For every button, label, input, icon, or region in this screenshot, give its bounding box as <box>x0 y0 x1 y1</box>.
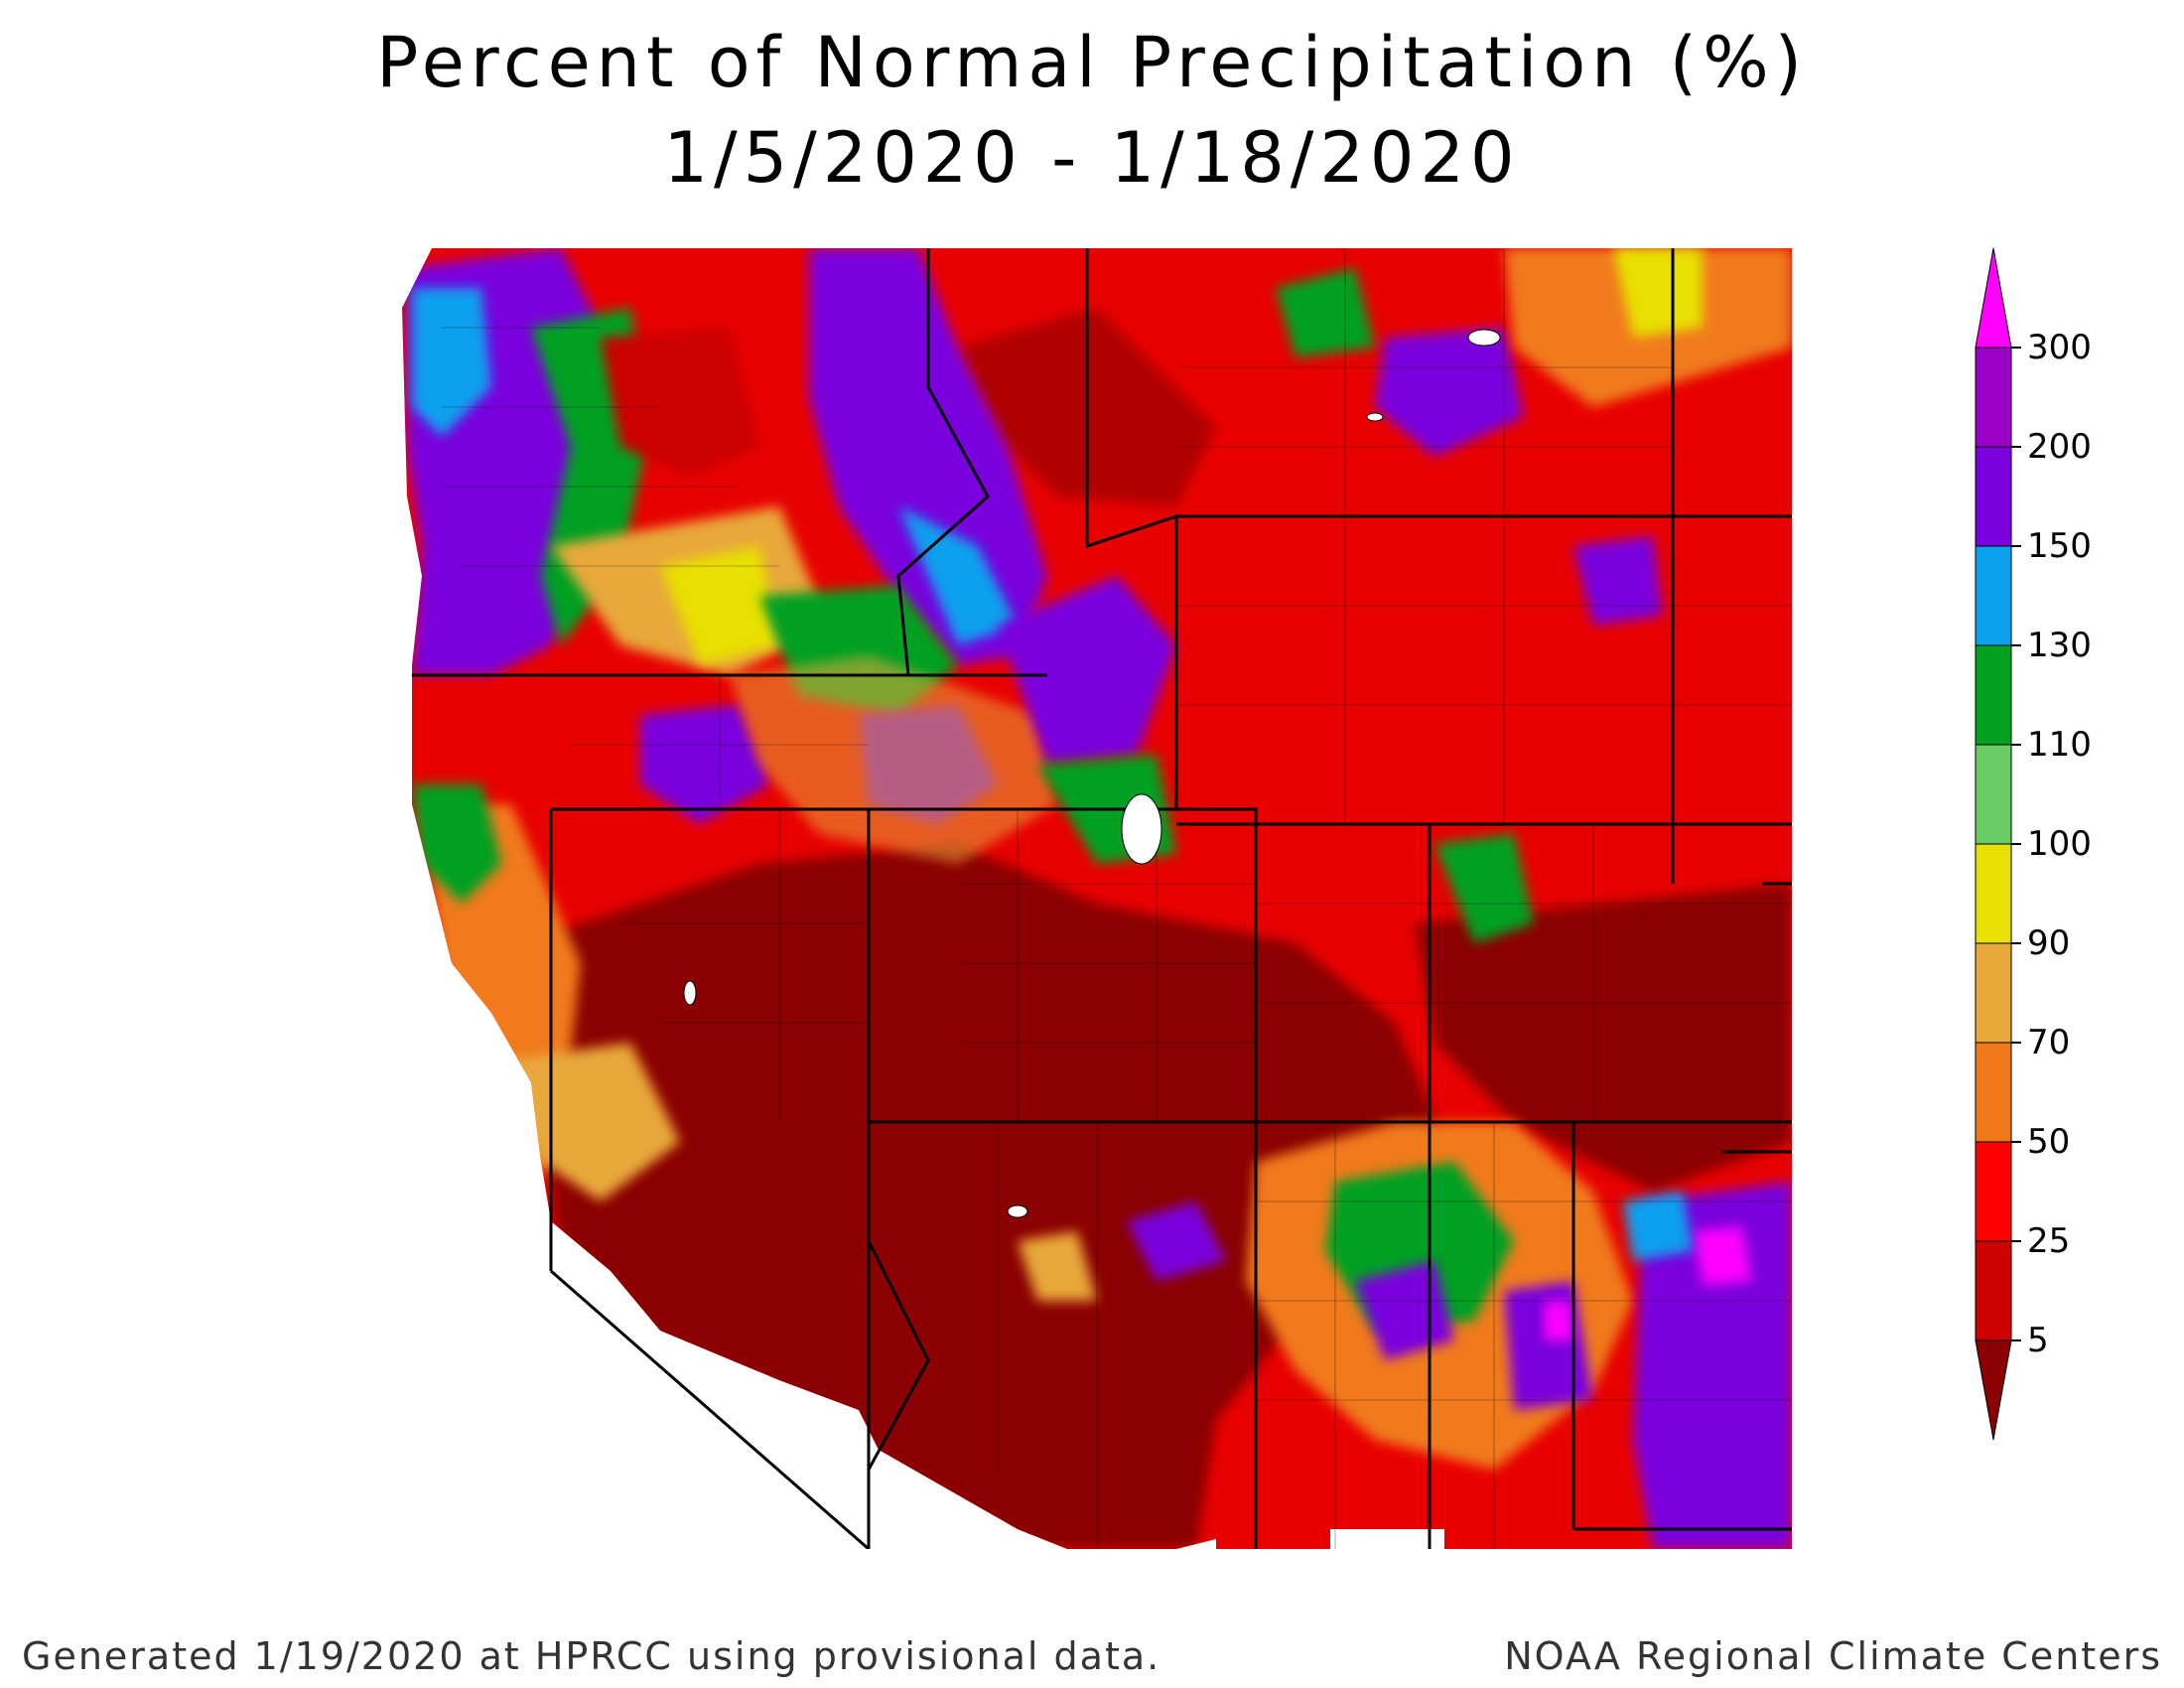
legend-tick-label: 70 <box>2027 1023 2071 1062</box>
zone-purple-w-wyoming <box>998 576 1176 765</box>
zone-green-colorado <box>1434 834 1534 943</box>
lake-montana <box>1366 412 1384 422</box>
zone-orange-central-ca <box>491 1043 680 1201</box>
legend-bin <box>1975 1141 2012 1242</box>
lakes <box>683 329 1501 1218</box>
zone-purple-sd <box>1573 536 1663 626</box>
map-title: Percent of Normal Precipitation (%) <box>376 22 1808 103</box>
legend-bottom-arrow <box>1975 1339 2012 1441</box>
lake-tahoe <box>683 980 697 1006</box>
zone-blue-texas <box>1623 1192 1693 1261</box>
lake-mead <box>1007 1204 1028 1218</box>
legend-tick-label: 300 <box>2027 328 2092 367</box>
legend-tick-label: 90 <box>2027 923 2071 963</box>
precipitation-map <box>402 248 1792 1549</box>
legend-tick-label: 110 <box>2027 725 2092 765</box>
zone-purple-nm-east <box>1504 1281 1593 1410</box>
legend-bin <box>1975 545 2012 646</box>
source-credit: NOAA Regional Climate Centers <box>1504 1634 2162 1678</box>
zone-very-dry-colorado <box>1415 884 1792 1192</box>
zone-purple-idaho <box>809 248 1047 665</box>
legend-tick-label: 25 <box>2027 1221 2071 1261</box>
county-boundaries <box>442 248 1792 1549</box>
legend-bin <box>1975 744 2012 845</box>
map-date-range: 1/5/2020 - 1/18/2020 <box>663 117 1521 199</box>
legend-bin <box>1975 942 2012 1044</box>
zone-orange-n-nevada <box>730 655 1057 864</box>
zone-yellow-e-oregon <box>660 546 779 665</box>
zone-purple-ne-montana <box>1375 328 1524 457</box>
zone-purple-texas <box>1633 1182 1792 1549</box>
precipitation-map-graphic <box>402 248 1792 1549</box>
zone-blue-wa-coast <box>412 288 491 437</box>
state-boundaries <box>412 248 1792 1549</box>
legend-tick-label: 150 <box>2027 526 2092 566</box>
color-legend: 300 200 150 130 110 100 90 70 50 25 5 <box>1956 243 2154 1465</box>
legend-bin <box>1975 1042 2012 1143</box>
zone-green-n-montana <box>1276 268 1375 357</box>
legend-top-arrow <box>1975 247 2012 349</box>
legend-bin <box>1975 644 2012 746</box>
zone-green-ca-north <box>412 784 501 904</box>
zone-purple-nv-north-west <box>640 705 769 824</box>
legend-tick-label: 130 <box>2027 626 2092 665</box>
zone-extreme-nm-east <box>1544 1301 1573 1340</box>
lake-fort-peck <box>1467 329 1501 347</box>
color-legend-bar <box>1975 247 2021 1441</box>
zone-yellow-dakotas <box>1613 248 1703 338</box>
legend-tick-label: 100 <box>2027 824 2092 864</box>
legend-bin <box>1975 843 2012 944</box>
zone-blue-idaho <box>898 506 1018 645</box>
zone-purple-se-arizona <box>1127 1201 1226 1281</box>
zone-extreme-texas <box>1693 1226 1752 1286</box>
legend-tick-label: 200 <box>2027 427 2092 467</box>
legend-tick-label: 5 <box>2027 1321 2049 1360</box>
great-salt-lake <box>1121 793 1162 865</box>
legend-tick-label: 50 <box>2027 1122 2071 1162</box>
zone-orange-arizona <box>1018 1231 1097 1301</box>
precipitation-fill-layer <box>402 248 1792 1549</box>
zone-red-e-washington <box>601 328 759 477</box>
legend-bin <box>1975 1240 2012 1341</box>
legend-bin <box>1975 347 2012 448</box>
legend-bin <box>1975 446 2012 547</box>
generation-note: Generated 1/19/2020 at HPRCC using provi… <box>22 1634 1161 1678</box>
